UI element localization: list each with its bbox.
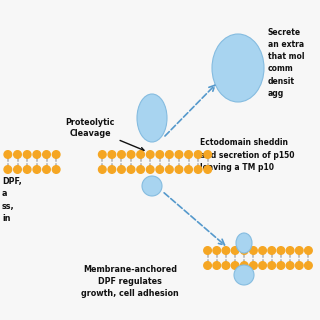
Circle shape	[194, 151, 202, 158]
Circle shape	[156, 166, 164, 173]
Circle shape	[250, 247, 257, 254]
Circle shape	[127, 166, 135, 173]
Circle shape	[277, 262, 285, 269]
Circle shape	[204, 151, 212, 158]
Circle shape	[137, 166, 144, 173]
Circle shape	[286, 247, 294, 254]
Circle shape	[43, 166, 50, 173]
Circle shape	[286, 262, 294, 269]
Circle shape	[204, 262, 212, 269]
Circle shape	[222, 262, 230, 269]
Circle shape	[194, 166, 202, 173]
Circle shape	[268, 247, 276, 254]
Circle shape	[277, 247, 285, 254]
Circle shape	[231, 247, 239, 254]
Circle shape	[4, 166, 12, 173]
Circle shape	[156, 151, 164, 158]
Circle shape	[33, 166, 41, 173]
Circle shape	[222, 247, 230, 254]
Circle shape	[231, 262, 239, 269]
Circle shape	[175, 151, 183, 158]
Circle shape	[137, 151, 144, 158]
Circle shape	[250, 262, 257, 269]
Circle shape	[165, 151, 173, 158]
Circle shape	[165, 166, 173, 173]
Circle shape	[175, 166, 183, 173]
Circle shape	[213, 247, 220, 254]
Text: DPF,
a
ss,
in: DPF, a ss, in	[2, 177, 22, 223]
Circle shape	[204, 247, 212, 254]
Text: Ectodomain sheddin
and secretion of p150
leaving a TM p10: Ectodomain sheddin and secretion of p150…	[200, 138, 294, 172]
Ellipse shape	[234, 265, 254, 285]
Ellipse shape	[142, 176, 162, 196]
Circle shape	[23, 151, 31, 158]
Circle shape	[43, 151, 50, 158]
Text: Proteolytic
Cleavage: Proteolytic Cleavage	[65, 118, 144, 151]
Circle shape	[259, 247, 266, 254]
Circle shape	[118, 151, 125, 158]
Circle shape	[213, 262, 220, 269]
Circle shape	[268, 262, 276, 269]
Circle shape	[240, 247, 248, 254]
Circle shape	[204, 166, 212, 173]
Circle shape	[185, 151, 192, 158]
Circle shape	[118, 166, 125, 173]
Circle shape	[305, 262, 312, 269]
Circle shape	[259, 262, 266, 269]
Circle shape	[108, 151, 116, 158]
Text: Secrete
an extra
that mol
comm
densit
agg: Secrete an extra that mol comm densit ag…	[268, 28, 305, 98]
Circle shape	[108, 166, 116, 173]
Circle shape	[14, 151, 21, 158]
Circle shape	[295, 262, 303, 269]
Text: Membrane-anchored
DPF regulates
growth, cell adhesion: Membrane-anchored DPF regulates growth, …	[81, 265, 179, 298]
Ellipse shape	[137, 94, 167, 142]
Circle shape	[52, 166, 60, 173]
Ellipse shape	[236, 233, 252, 253]
Circle shape	[99, 166, 106, 173]
Circle shape	[23, 166, 31, 173]
Circle shape	[4, 151, 12, 158]
Circle shape	[99, 151, 106, 158]
Circle shape	[147, 151, 154, 158]
Circle shape	[305, 247, 312, 254]
Circle shape	[52, 151, 60, 158]
Circle shape	[33, 151, 41, 158]
Ellipse shape	[212, 34, 264, 102]
Circle shape	[185, 166, 192, 173]
Circle shape	[127, 151, 135, 158]
Circle shape	[295, 247, 303, 254]
Circle shape	[240, 262, 248, 269]
Circle shape	[147, 166, 154, 173]
Circle shape	[14, 166, 21, 173]
